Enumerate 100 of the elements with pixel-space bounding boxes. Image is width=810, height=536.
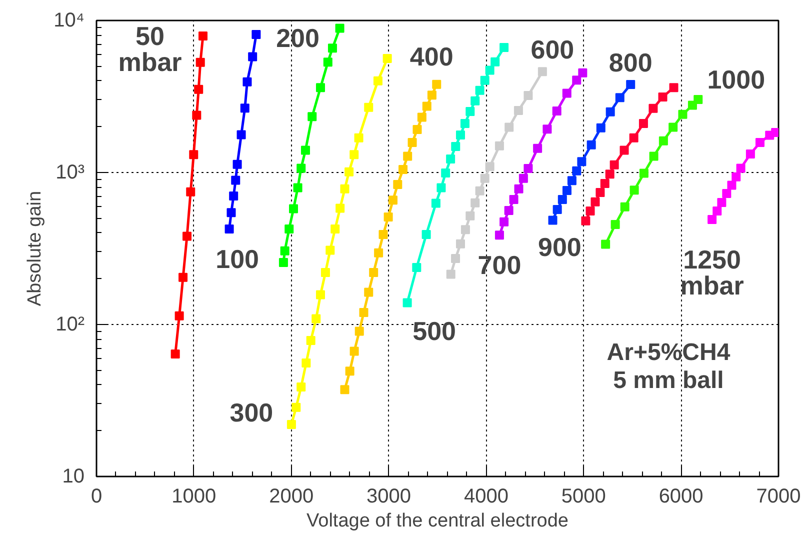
point <box>330 224 340 234</box>
point <box>466 211 475 220</box>
point <box>316 290 325 300</box>
point <box>359 308 368 317</box>
point <box>558 195 567 204</box>
series-label: 1000 <box>707 64 766 95</box>
point <box>345 366 354 376</box>
point <box>504 122 514 132</box>
point <box>398 164 408 174</box>
point <box>470 96 480 106</box>
point <box>648 104 658 113</box>
point <box>316 83 325 92</box>
point <box>224 224 234 234</box>
point <box>552 106 562 116</box>
point <box>182 232 192 241</box>
y-axis-title: Absolute gain <box>24 190 46 306</box>
point <box>296 164 306 173</box>
point <box>242 77 252 86</box>
series-label: 600 <box>530 34 574 65</box>
point <box>460 119 470 128</box>
point <box>382 54 392 64</box>
point <box>364 288 374 297</box>
point <box>226 208 236 218</box>
point <box>328 44 337 53</box>
point <box>717 198 726 207</box>
point <box>736 164 746 173</box>
point <box>308 112 317 122</box>
point <box>533 144 542 153</box>
x-tick-label: 1000 <box>172 486 216 508</box>
point <box>732 172 741 182</box>
point <box>236 130 246 140</box>
point <box>626 80 636 90</box>
point <box>336 204 345 213</box>
point <box>198 32 208 41</box>
point <box>417 112 426 122</box>
point <box>658 92 668 102</box>
x-tick-label: 5000 <box>561 486 606 508</box>
point <box>312 314 321 324</box>
point <box>500 43 509 52</box>
point <box>485 66 494 75</box>
point <box>456 239 465 248</box>
point <box>562 88 572 98</box>
point <box>446 270 456 279</box>
point <box>240 104 250 113</box>
point <box>542 124 552 134</box>
point <box>470 198 480 208</box>
x-tick-label: 2000 <box>269 486 314 508</box>
x-tick-label: 0 <box>90 486 102 508</box>
point <box>610 220 620 229</box>
y-tick-label: 10 <box>62 466 85 488</box>
point <box>485 162 494 172</box>
point <box>475 186 484 196</box>
point <box>586 140 596 150</box>
series-label: 700 <box>478 250 522 280</box>
point <box>252 30 261 39</box>
point <box>567 176 576 186</box>
point <box>524 164 533 174</box>
point <box>629 133 638 142</box>
point <box>480 76 490 85</box>
point <box>412 263 422 272</box>
point <box>340 385 350 394</box>
point <box>186 187 196 196</box>
point <box>572 166 582 176</box>
series-label: 50 mbar <box>118 21 182 78</box>
series-label: 500 <box>412 316 456 346</box>
point <box>340 184 350 194</box>
series-label: 400 <box>410 41 454 72</box>
point <box>192 110 202 120</box>
point <box>605 170 614 179</box>
point <box>364 102 374 112</box>
point <box>393 180 402 189</box>
point <box>590 197 600 206</box>
annotation: Ar+5%CH4 5 mm ball <box>606 339 731 394</box>
point <box>374 248 384 258</box>
point <box>562 186 572 195</box>
point <box>494 230 504 240</box>
point <box>451 142 460 152</box>
point <box>606 107 615 116</box>
x-tick-label: 3000 <box>366 486 412 508</box>
point <box>302 358 311 368</box>
point <box>373 76 382 86</box>
point <box>320 268 330 277</box>
point <box>668 122 678 132</box>
x-tick-label: 6000 <box>658 486 704 508</box>
series-label: 200 <box>276 23 320 54</box>
x-tick-label: 4000 <box>464 486 508 508</box>
point <box>350 150 359 160</box>
point <box>480 174 490 183</box>
point <box>229 192 238 201</box>
series-label: 900 <box>538 232 582 262</box>
point <box>610 160 619 170</box>
point <box>174 311 184 320</box>
point <box>639 168 648 178</box>
point <box>189 150 198 160</box>
point <box>601 240 610 249</box>
point <box>514 106 523 115</box>
point <box>278 258 288 267</box>
point <box>466 106 475 116</box>
point <box>504 206 514 216</box>
y-tick-label: 10³ <box>56 162 85 184</box>
